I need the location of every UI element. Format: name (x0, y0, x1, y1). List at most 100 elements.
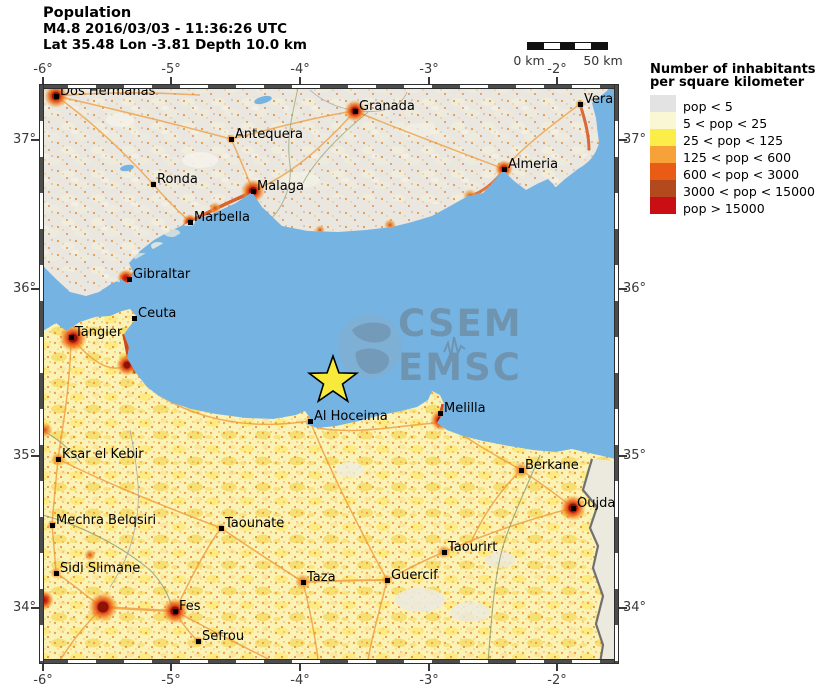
city-label: Sefrou (202, 629, 245, 644)
axis-label-right: 36° (623, 281, 647, 296)
city-marker (188, 220, 193, 225)
city-label: Al Hoceima (314, 409, 388, 424)
axis-label-bottom: -6° (33, 673, 53, 688)
axis-label-bottom: -5° (161, 673, 181, 688)
axis-label-left: 37° (12, 132, 36, 147)
city-label: Granada (359, 99, 415, 114)
legend-item-label: pop < 5 (683, 99, 733, 114)
city-label: Melilla (444, 401, 486, 416)
city-label: Tangier (75, 325, 123, 340)
axis-tick-top (299, 77, 301, 84)
axis-label-top: -6° (33, 62, 53, 77)
axis-label-bottom: -2° (547, 673, 567, 688)
axis-label-left: 34° (12, 600, 36, 615)
population-raster-map: CSEM EMSC (43, 88, 615, 663)
legend-color-swatch (650, 180, 676, 197)
axis-label-top: -4° (290, 62, 310, 77)
event-coordinates-depth: Lat 35.48 Lon -3.81 Depth 10.0 km (43, 37, 307, 53)
axis-tick-left (31, 288, 39, 290)
legend-item-label: 125 < pop < 600 (683, 150, 792, 165)
legend-color-swatch (650, 95, 676, 112)
city-label: Ceuta (138, 306, 177, 321)
city-label: Oujda (577, 496, 615, 511)
axis-label-right: 35° (623, 448, 647, 463)
city-marker (251, 189, 256, 194)
legend-item-label: 25 < pop < 125 (683, 133, 784, 148)
legend-color-swatch (650, 146, 676, 163)
map-overlay: Dos Hermanas Granada Vera Antequera Almeria R… (43, 88, 615, 663)
city-label: Ronda (157, 172, 198, 187)
axis-tick-top (556, 77, 558, 84)
axis-tick-bottom (42, 664, 44, 671)
axis-label-top: -2° (547, 62, 567, 77)
watermark-csem: CSEM (398, 302, 523, 345)
axis-tick-right (619, 288, 627, 290)
city-marker (127, 277, 132, 282)
city-label: Berkane (525, 458, 579, 473)
axis-label-top: -5° (161, 62, 181, 77)
axis-tick-left (31, 455, 39, 457)
legend-item-label: 600 < pop < 3000 (683, 167, 800, 182)
city-marker (519, 468, 524, 473)
axis-tick-top (170, 77, 172, 84)
axis-label-right: 37° (623, 132, 647, 147)
axis-label-bottom: -3° (419, 673, 439, 688)
axis-tick-left (31, 607, 39, 609)
axis-tick-bottom (170, 664, 172, 671)
legend-color-swatch (650, 112, 676, 129)
legend-item: pop < 5 (650, 95, 818, 114)
legend: Number of inhabitants per square kilomet… (650, 62, 818, 216)
scalebar-label-50km: 50 km (583, 53, 623, 68)
map-frame-top (39, 84, 619, 89)
axis-label-right: 34° (623, 600, 647, 615)
reservoir-lake (120, 164, 134, 172)
city-marker (301, 580, 306, 585)
header: Population M4.8 2016/03/03 - 11:36:26 UT… (43, 5, 307, 53)
legend-item: 600 < pop < 3000 (650, 163, 818, 182)
city-marker (438, 411, 443, 416)
city-marker (54, 94, 59, 99)
map-frame-bottom (39, 659, 619, 664)
reservoir-lake (254, 95, 272, 105)
city-label: Taounate (225, 516, 285, 531)
city-marker (173, 609, 178, 614)
city-label: Marbella (194, 210, 250, 225)
city-marker (132, 316, 137, 321)
axis-tick-top (428, 77, 430, 84)
city-label: Dos Hermanas (60, 88, 156, 99)
csem-emsc-watermark: CSEM EMSC (338, 302, 523, 389)
legend-item-label: pop > 15000 (683, 201, 765, 216)
epicenter-star (306, 353, 360, 404)
axis-label-left: 36° (12, 281, 36, 296)
city-label: Malaga (257, 179, 304, 194)
watermark-seismogram (443, 336, 466, 358)
scalebar-segment (559, 43, 576, 49)
city-marker (219, 526, 224, 531)
axis-tick-top (42, 77, 44, 84)
legend-title-line1: Number of inhabitants (650, 62, 816, 77)
city-marker (229, 137, 234, 142)
city-marker (385, 578, 390, 583)
legend-item: 125 < pop < 600 (650, 146, 818, 165)
city-label: Taourirt (448, 540, 498, 555)
city-marker (196, 639, 201, 644)
legend-title-line2: per square kilometer (650, 74, 805, 90)
city-marker (308, 419, 313, 424)
scalebar-segment (575, 43, 592, 49)
legend-item: 3000 < pop < 15000 (650, 180, 818, 199)
city-label: Taza (307, 570, 336, 585)
axis-tick-right (619, 455, 627, 457)
city-marker (54, 571, 59, 576)
axis-label-top: -3° (419, 62, 439, 77)
legend-item: 25 < pop < 125 (650, 129, 818, 148)
legend-item-label: 3000 < pop < 15000 (683, 184, 815, 199)
legend-color-swatch (650, 129, 676, 146)
map-scalebar (527, 42, 608, 50)
city-marker (571, 506, 576, 511)
city-label: Sidi Slimane (60, 561, 141, 576)
legend-color-swatch (650, 197, 676, 214)
city-marker (353, 109, 358, 114)
axis-tick-right (619, 607, 627, 609)
legend-color-swatch (650, 163, 676, 180)
axis-tick-bottom (299, 664, 301, 671)
